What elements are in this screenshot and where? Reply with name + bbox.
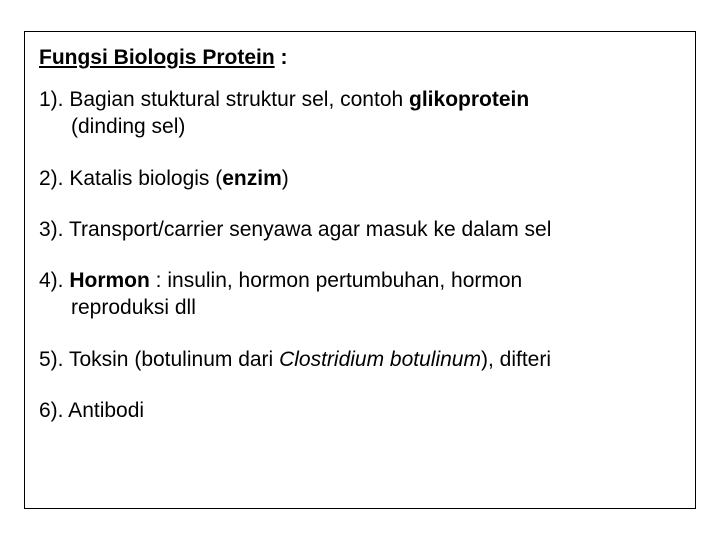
item2-bold: enzim (222, 167, 282, 190)
list-item-4: 4). Hormon : insulin, hormon pertumbuhan… (39, 267, 681, 322)
item5-pre: 5). Toksin (botulinum dari (39, 348, 279, 371)
item5-italic: Clostridium botulinum (279, 348, 481, 371)
item1-line2: (dinding sel) (39, 113, 681, 140)
card-title: Fungsi Biologis Protein : (39, 46, 681, 70)
item3-text: 3). Transport/carrier senyawa agar masuk… (39, 218, 551, 241)
list-item-1: 1). Bagian stuktural struktur sel, conto… (39, 86, 681, 141)
list-item-2: 2). Katalis biologis (enzim) (39, 165, 681, 192)
item4-pre: 4). (39, 269, 69, 292)
item2-post: ) (282, 167, 289, 190)
list-item-5: 5). Toksin (botulinum dari Clostridium b… (39, 346, 681, 373)
item2-pre: 2). Katalis biologis ( (39, 167, 222, 190)
list-item-3: 3). Transport/carrier senyawa agar masuk… (39, 216, 681, 243)
title-suffix: : (275, 46, 288, 69)
list-item-6: 6). Antibodi (39, 397, 681, 424)
item4-bold: Hormon (69, 269, 150, 292)
item1-line1-pre: 1). Bagian stuktural struktur sel, conto… (39, 88, 409, 111)
item1-bold: glikoprotein (409, 88, 529, 111)
item4-line2: reproduksi dll (39, 294, 681, 321)
item5-post: ), difteri (481, 348, 551, 371)
item6-text: 6). Antibodi (39, 399, 144, 422)
item4-post: : insulin, hormon pertumbuhan, hormon (150, 269, 522, 292)
content-card: Fungsi Biologis Protein : 1). Bagian stu… (24, 31, 696, 509)
title-text-underlined: Fungsi Biologis Protein (39, 46, 275, 69)
